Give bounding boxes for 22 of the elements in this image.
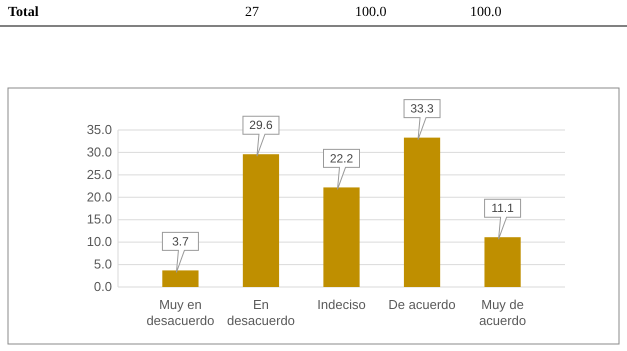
x-tick-label: En desacuerdo [226,297,295,328]
y-tick-label: 10.0 [86,234,112,250]
data-label: 3.7 [172,234,190,248]
y-tick-label: 30.0 [86,144,112,160]
x-tick-label: Indeciso [317,297,366,312]
text: 100.0 [470,5,502,20]
data-label: 33.3 [410,102,434,116]
text: 100.0 [355,5,386,20]
data-label: 11.1 [491,201,514,216]
y-tick-label: 5.0 [94,256,112,272]
text: 27 [245,5,259,20]
x-tick-label: Muy de acuerdo [479,297,526,328]
data-label: 22.2 [330,151,354,166]
text: Total [8,5,39,20]
y-tick-label: 15.0 [86,212,112,227]
data-label: 29.6 [249,118,273,132]
x-tick-label: Muy en desacuerdo [146,297,214,328]
y-tick-label: 0.0 [94,279,112,294]
y-tick-label: 20.0 [86,189,112,204]
x-tick-label: De acuerdo [388,297,456,312]
y-tick-label: 35.0 [86,122,112,137]
y-tick-label: 25.0 [86,166,112,182]
